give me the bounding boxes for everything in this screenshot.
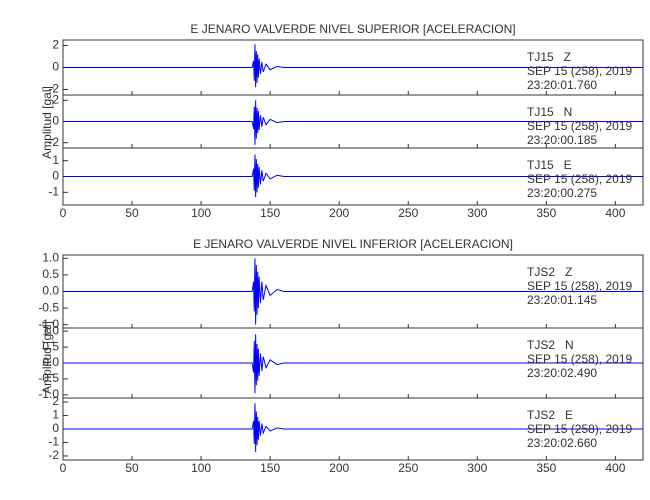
y-tick-label: 0: [52, 60, 59, 74]
y-tick-label: -0.5: [38, 300, 59, 314]
waveform: [63, 334, 643, 394]
y-tick-label: 0: [52, 114, 59, 128]
trace-annotation: SEP 15 (258), 2019: [527, 352, 633, 366]
x-tick-label: 350: [536, 206, 556, 220]
trace-annotation: TJS2 N: [527, 338, 574, 352]
chart-title: E JENARO VALVERDE NIVEL SUPERIOR [ACELER…: [190, 22, 515, 36]
waveform: [63, 258, 643, 325]
x-tick-label: 100: [191, 206, 211, 220]
trace-annotation: 23:20:02.490: [527, 366, 597, 380]
x-tick-label: 300: [467, 206, 487, 220]
y-tick-label: 0.5: [42, 267, 59, 281]
x-tick-label: 300: [467, 461, 487, 475]
x-tick-label: 250: [398, 461, 418, 475]
y-tick-label: -1.0: [38, 317, 59, 331]
waveform: [63, 44, 643, 88]
y-tick-label: 2: [52, 38, 59, 52]
y-tick-label: -1: [48, 435, 59, 449]
x-tick-label: 200: [329, 206, 349, 220]
x-tick-label: 100: [191, 461, 211, 475]
trace-annotation: TJ15 N: [527, 105, 572, 119]
x-tick-label: 350: [536, 461, 556, 475]
x-tick-label: 50: [125, 461, 139, 475]
y-tick-label: 0.0: [42, 284, 59, 298]
y-tick-label: -1: [48, 185, 59, 199]
y-tick-label: 1.0: [42, 323, 59, 337]
y-tick-label: 1.0: [42, 250, 59, 264]
trace-annotation: TJS2 E: [527, 408, 573, 422]
y-tick-label: 0: [52, 169, 59, 183]
y-tick-label: -2: [48, 135, 59, 149]
trace-annotation: SEP 15 (258), 2019: [527, 119, 633, 133]
y-tick-label: 0: [52, 421, 59, 435]
y-tick-label: 0.0: [42, 355, 59, 369]
y-tick-label: -0.5: [38, 371, 59, 385]
trace-annotation: SEP 15 (258), 2019: [527, 279, 633, 293]
trace-annotation: SEP 15 (258), 2019: [527, 172, 633, 186]
x-tick-label: 200: [329, 461, 349, 475]
x-tick-label: 150: [260, 206, 280, 220]
y-tick-label: 2: [52, 394, 59, 408]
x-tick-label: 400: [605, 206, 625, 220]
waveform: [63, 154, 643, 198]
y-axis-label: Amplitud [gal]: [40, 86, 54, 159]
y-tick-label: -1.0: [38, 387, 59, 401]
y-tick-label: 0.5: [42, 339, 59, 353]
x-tick-label: 250: [398, 206, 418, 220]
trace-annotation: SEP 15 (258), 2019: [527, 422, 633, 436]
y-tick-label: 1: [52, 408, 59, 422]
chart-title: E JENARO VALVERDE NIVEL INFERIOR [ACELER…: [193, 237, 513, 251]
y-tick-label: 1: [52, 153, 59, 167]
x-tick-label: 150: [260, 461, 280, 475]
trace-annotation: 23:20:01.145: [527, 293, 597, 307]
x-tick-label: 0: [60, 461, 67, 475]
trace-annotation: TJ15 E: [527, 158, 572, 172]
y-axis-label: Amplitud [gal]: [40, 321, 54, 394]
trace-annotation: SEP 15 (258), 2019: [527, 64, 633, 78]
y-tick-label: -2: [48, 448, 59, 462]
x-tick-label: 400: [605, 461, 625, 475]
x-tick-label: 0: [60, 206, 67, 220]
trace-annotation: 23:20:02.660: [527, 436, 597, 450]
waveform: [63, 403, 643, 452]
y-tick-label: -2: [48, 82, 59, 96]
trace-annotation: 23:20:00.185: [527, 133, 597, 147]
trace-annotation: TJS2 Z: [527, 265, 572, 279]
trace-annotation: TJ15 Z: [527, 50, 571, 64]
x-tick-label: 50: [125, 206, 139, 220]
trace-annotation: 23:20:00.275: [527, 186, 597, 200]
waveform: [63, 100, 643, 145]
y-tick-label: 2: [52, 92, 59, 106]
trace-annotation: 23:20:01.760: [527, 78, 597, 92]
